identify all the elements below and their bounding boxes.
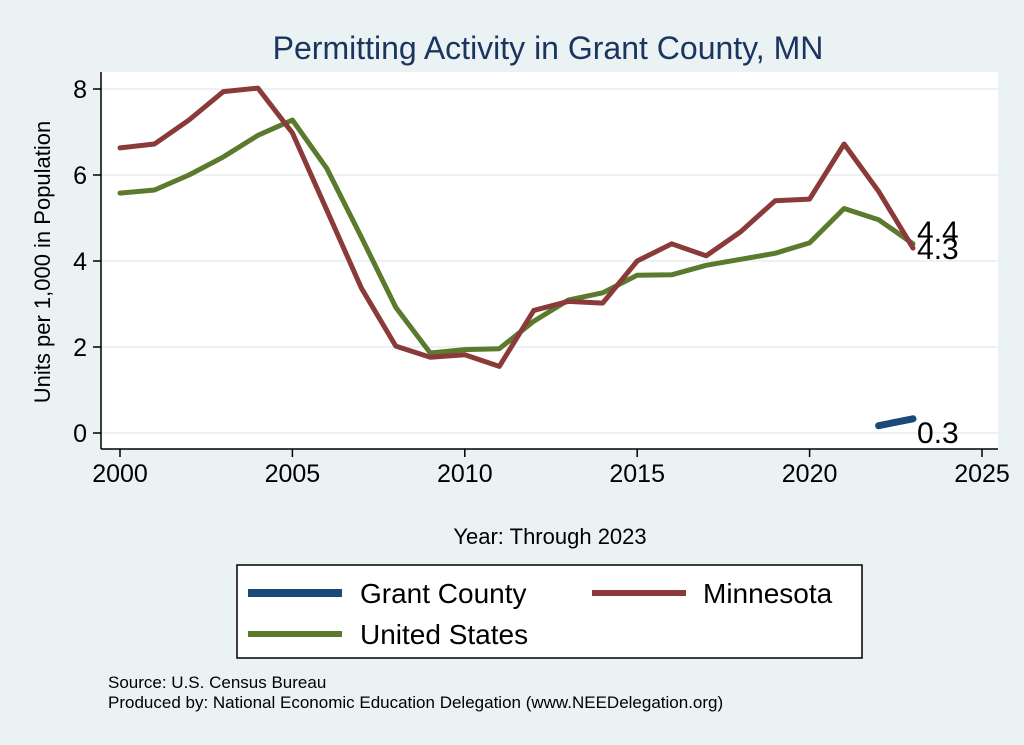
y-tick-label: 8 xyxy=(73,76,87,104)
gridlines xyxy=(101,88,998,434)
y-tick-label: 4 xyxy=(73,248,87,276)
y-axis-label: Units per 1,000 in Population xyxy=(30,121,55,404)
chart-title: Permitting Activity in Grant County, MN xyxy=(273,30,824,66)
x-tick-label: 2020 xyxy=(782,460,838,488)
series-line-grant-county xyxy=(875,415,917,430)
legend-label-united-states: United States xyxy=(360,619,528,650)
produced-by-note: Produced by: National Economic Education… xyxy=(108,693,723,712)
end-labels: 0.3 4.34.4 xyxy=(917,216,959,450)
series-line-minnesota xyxy=(117,85,916,369)
end-label-grant-county: 0.3 xyxy=(917,417,959,450)
y-tick-label: 0 xyxy=(73,420,87,448)
legend-label-minnesota: Minnesota xyxy=(703,578,833,609)
legend-box xyxy=(236,564,863,659)
series-layer xyxy=(117,85,917,430)
x-tick-label: 2010 xyxy=(437,460,493,488)
legend: Grant County Minnesota United States xyxy=(236,564,863,659)
x-tick-label: 2005 xyxy=(265,460,321,488)
legend-label-grant-county: Grant County xyxy=(360,578,527,609)
y-tick-label: 2 xyxy=(73,334,87,362)
x-tick-label: 2025 xyxy=(954,460,1010,488)
x-ticks: 2000 2005 2010 2015 2020 2025 xyxy=(92,449,1010,488)
x-tick-label: 2000 xyxy=(92,460,148,488)
x-axis-label: Year: Through 2023 xyxy=(453,524,646,549)
end-label-united-states: 4.4 xyxy=(917,216,959,249)
y-tick-label: 6 xyxy=(73,162,87,190)
source-note: Source: U.S. Census Bureau xyxy=(108,673,326,692)
x-tick-label: 2015 xyxy=(609,460,665,488)
end-label-minnesota: 4.3 xyxy=(917,233,959,266)
y-ticks: 0 2 4 6 8 xyxy=(73,76,101,448)
